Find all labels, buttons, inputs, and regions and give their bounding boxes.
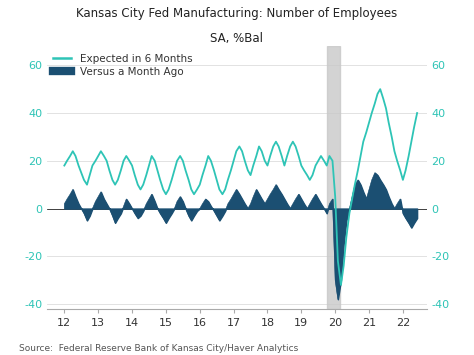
Text: Kansas City Fed Manufacturing: Number of Employees: Kansas City Fed Manufacturing: Number of… [76,7,398,20]
Text: SA, %Bal: SA, %Bal [210,32,264,45]
Bar [327,46,340,309]
Text: Source:  Federal Reserve Bank of Kansas City/Haver Analytics: Source: Federal Reserve Bank of Kansas C… [19,344,298,353]
Legend: Expected in 6 Months, Versus a Month Ago: Expected in 6 Months, Versus a Month Ago [53,54,192,77]
